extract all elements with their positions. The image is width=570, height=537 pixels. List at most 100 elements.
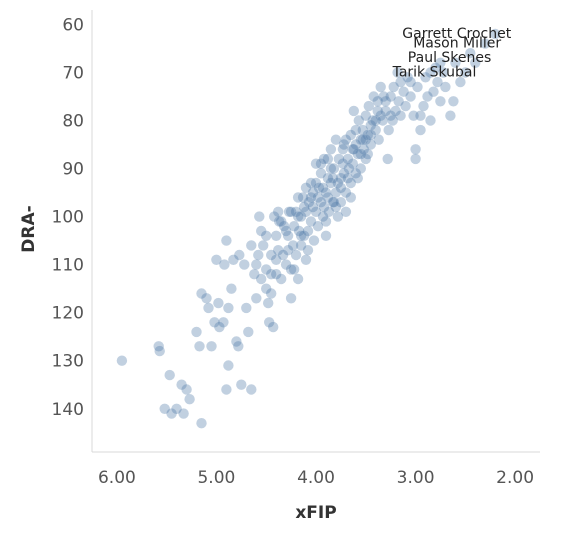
data-point[interactable] [388,81,399,93]
data-point[interactable] [196,418,207,429]
data-point[interactable] [295,240,307,251]
data-point[interactable] [315,158,327,169]
data-point[interactable] [209,317,220,328]
data-point[interactable] [352,148,363,160]
data-point[interactable] [303,197,315,208]
data-point[interactable] [274,216,285,227]
data-point[interactable] [355,134,366,145]
data-point[interactable] [325,177,337,189]
data-point[interactable] [377,115,388,126]
data-point[interactable] [387,115,398,126]
data-point[interactable] [392,67,403,78]
data-point[interactable] [313,182,325,193]
data-point[interactable] [365,139,376,150]
data-point[interactable] [246,384,257,395]
data-point[interactable] [194,341,205,352]
data-point[interactable] [395,76,406,88]
data-point[interactable] [251,259,262,270]
data-point[interactable] [280,225,292,237]
data-point[interactable] [342,153,354,165]
data-point[interactable] [273,245,284,256]
data-point[interactable] [266,249,277,261]
data-point[interactable] [295,230,307,241]
data-point[interactable] [333,153,345,165]
data-point[interactable] [327,197,339,208]
data-point[interactable] [332,211,344,222]
data-point[interactable] [320,230,332,241]
data-point[interactable] [445,110,456,121]
data-point[interactable] [390,105,401,117]
data-point[interactable] [258,240,269,251]
data-point[interactable] [287,240,299,251]
data-point[interactable] [256,273,267,285]
data-point[interactable] [153,341,164,352]
data-point[interactable] [408,110,419,121]
data-point[interactable] [269,211,280,222]
data-point[interactable] [415,110,426,121]
data-point[interactable] [297,192,309,203]
data-point[interactable] [221,235,232,246]
data-point[interactable] [365,120,376,131]
data-point[interactable] [221,384,232,395]
data-point[interactable] [363,100,374,112]
data-point[interactable] [285,206,297,217]
data-point[interactable] [219,259,230,270]
data-point[interactable] [292,273,304,285]
data-point[interactable] [223,360,234,371]
data-point[interactable] [357,134,368,145]
data-point[interactable] [266,288,277,299]
data-point[interactable] [412,81,423,93]
data-point[interactable] [435,96,446,107]
data-point[interactable] [256,225,267,237]
data-point[interactable] [285,293,297,304]
data-point[interactable] [385,91,396,102]
data-point[interactable] [261,230,272,241]
data-point[interactable] [335,173,347,184]
data-point[interactable] [261,283,272,294]
data-point[interactable] [372,105,383,117]
data-point[interactable] [263,297,274,309]
data-point[interactable] [214,321,225,333]
data-point[interactable] [154,345,165,357]
data-point[interactable] [357,124,368,136]
data-point[interactable] [298,201,310,213]
data-point[interactable] [440,81,451,93]
data-point[interactable] [337,158,349,169]
data-point[interactable] [268,321,279,333]
data-point[interactable] [300,182,312,193]
data-point[interactable] [465,48,476,59]
data-point[interactable] [373,134,384,145]
data-point[interactable] [460,67,471,78]
data-point[interactable] [470,57,481,68]
data-point[interactable] [335,197,347,208]
data-point[interactable] [382,153,393,165]
data-point[interactable] [239,259,250,270]
data-point[interactable] [178,408,189,419]
data-point[interactable] [310,206,322,217]
data-point[interactable] [350,139,361,150]
data-point[interactable] [345,129,356,141]
data-point[interactable] [418,100,429,112]
data-point[interactable] [375,110,386,121]
data-point[interactable] [375,81,386,93]
data-point[interactable] [450,57,461,68]
data-point[interactable] [383,124,394,136]
data-point[interactable] [410,153,421,165]
data-point[interactable] [276,216,287,227]
data-point[interactable] [432,76,443,88]
data-point[interactable] [370,115,381,126]
data-point[interactable] [305,177,317,189]
data-point[interactable] [251,293,262,304]
data-point[interactable] [315,197,327,208]
data-point[interactable] [295,211,307,222]
data-point[interactable] [395,110,406,121]
data-point[interactable] [300,206,312,217]
data-point[interactable] [191,326,202,338]
data-point[interactable] [345,192,356,203]
data-point[interactable] [342,173,354,184]
data-point[interactable] [367,115,378,126]
data-point[interactable] [293,225,305,237]
data-point[interactable] [298,230,310,241]
data-point[interactable] [283,206,295,217]
data-point[interactable] [282,245,294,256]
